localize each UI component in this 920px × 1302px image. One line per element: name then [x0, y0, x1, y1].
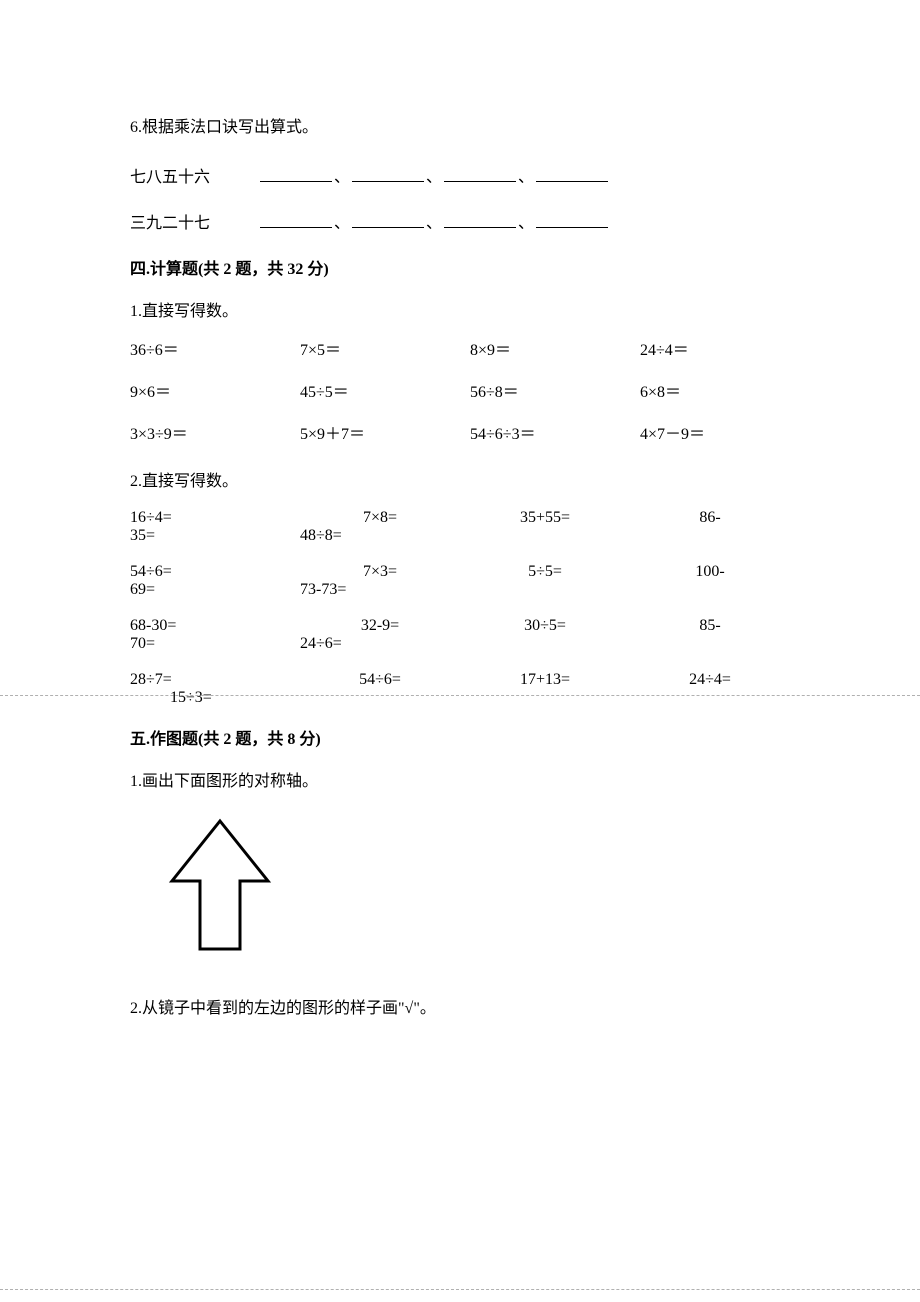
calc-cell: 9×6＝: [130, 381, 300, 405]
calc-cell: 56÷8＝: [470, 381, 640, 405]
calc-cell: 85-: [630, 617, 790, 635]
calc-cell: 86-: [630, 509, 790, 527]
sec4-q1-grid: 36÷6＝7×5＝8×9＝24÷4＝9×6＝45÷5＝56÷8＝6×8＝3×3÷…: [130, 339, 790, 447]
sec5-q1-title: 1.画出下面图形的对称轴。: [130, 767, 790, 791]
calc-cell: 17+13=: [460, 671, 630, 689]
q6-row2: 三九二十七 、 、 、: [130, 209, 790, 233]
calc-cell: 7×5＝: [300, 339, 470, 363]
blank-line[interactable]: [536, 214, 608, 228]
calc-cell: 24÷4=: [630, 671, 790, 689]
calc-cell: 45÷5＝: [300, 381, 470, 405]
page-divider: [0, 695, 920, 696]
calc-cell: 35=: [130, 527, 300, 545]
calc-cell: 4×7－9＝: [640, 423, 800, 447]
calc-cell: 69=: [130, 581, 300, 599]
separator: 、: [426, 163, 442, 187]
calc-cell: 6×8＝: [640, 381, 800, 405]
calc-cell: 3×3÷9＝: [130, 423, 300, 447]
calc-cell: 24÷6=: [300, 635, 460, 653]
calc-cell: 8×9＝: [470, 339, 640, 363]
blank-line[interactable]: [444, 168, 516, 182]
calc-row: 28÷7=54÷6=17+13=24÷4= 15÷3=: [130, 671, 790, 707]
calc-cell: 54÷6=: [130, 563, 300, 581]
calc-cell: 35+55=: [460, 509, 630, 527]
q6-row2-label: 三九二十七: [130, 209, 260, 233]
blank-line[interactable]: [444, 214, 516, 228]
blank-line[interactable]: [260, 214, 332, 228]
sec5-q2-title: 2.从镜子中看到的左边的图形的样子画"√"。: [130, 994, 790, 1018]
section5-heading: 五.作图题(共 2 题，共 8 分): [130, 725, 790, 749]
blank-line[interactable]: [536, 168, 608, 182]
sec4-q2-area: 16÷4=7×8=35+55=86-35=48÷8=54÷6=7×3=5÷5=1…: [130, 509, 790, 707]
q6-row1: 七八五十六 、 、 、: [130, 163, 790, 187]
calc-cell: 68-30=: [130, 617, 300, 635]
calc-cell: 48÷8=: [300, 527, 460, 545]
q6-title: 6.根据乘法口诀写出算式。: [130, 115, 790, 141]
calc-row: 68-30=32-9=30÷5=85- 70=24÷6=: [130, 617, 790, 653]
q6-row1-label: 七八五十六: [130, 163, 260, 187]
calc-cell: 5÷5=: [460, 563, 630, 581]
separator: 、: [518, 209, 534, 233]
calc-cell: 15÷3=: [130, 689, 212, 707]
calc-cell: 28÷7=: [130, 671, 300, 689]
calc-cell: 30÷5=: [460, 617, 630, 635]
calc-cell: 7×3=: [300, 563, 460, 581]
blank-line[interactable]: [260, 168, 332, 182]
section4-heading: 四.计算题(共 2 题，共 32 分): [130, 255, 790, 279]
calc-cell: 70=: [130, 635, 300, 653]
calc-row: 54÷6=7×3=5÷5=100- 69=73-73=: [130, 563, 790, 599]
separator: 、: [426, 209, 442, 233]
calc-cell: 36÷6＝: [130, 339, 300, 363]
calc-cell: 100-: [630, 563, 790, 581]
calc-cell: 7×8=: [300, 509, 460, 527]
blank-line[interactable]: [352, 214, 424, 228]
calc-row: 16÷4=7×8=35+55=86- 35=48÷8=: [130, 509, 790, 545]
separator: 、: [518, 163, 534, 187]
sec4-q1-title: 1.直接写得数。: [130, 297, 790, 321]
calc-cell: 73-73=: [300, 581, 460, 599]
up-arrow-icon: [160, 809, 280, 959]
arrow-figure: [160, 809, 790, 964]
separator: 、: [334, 163, 350, 187]
sec4-q2-title: 2.直接写得数。: [130, 467, 790, 491]
calc-cell: 16÷4=: [130, 509, 300, 527]
calc-cell: 24÷4＝: [640, 339, 800, 363]
blank-line[interactable]: [352, 168, 424, 182]
calc-cell: 54÷6=: [300, 671, 460, 689]
calc-cell: 54÷6÷3＝: [470, 423, 640, 447]
calc-cell: 32-9=: [300, 617, 460, 635]
page-bottom-divider: [0, 1289, 920, 1290]
separator: 、: [334, 209, 350, 233]
calc-cell: 5×9＋7＝: [300, 423, 470, 447]
